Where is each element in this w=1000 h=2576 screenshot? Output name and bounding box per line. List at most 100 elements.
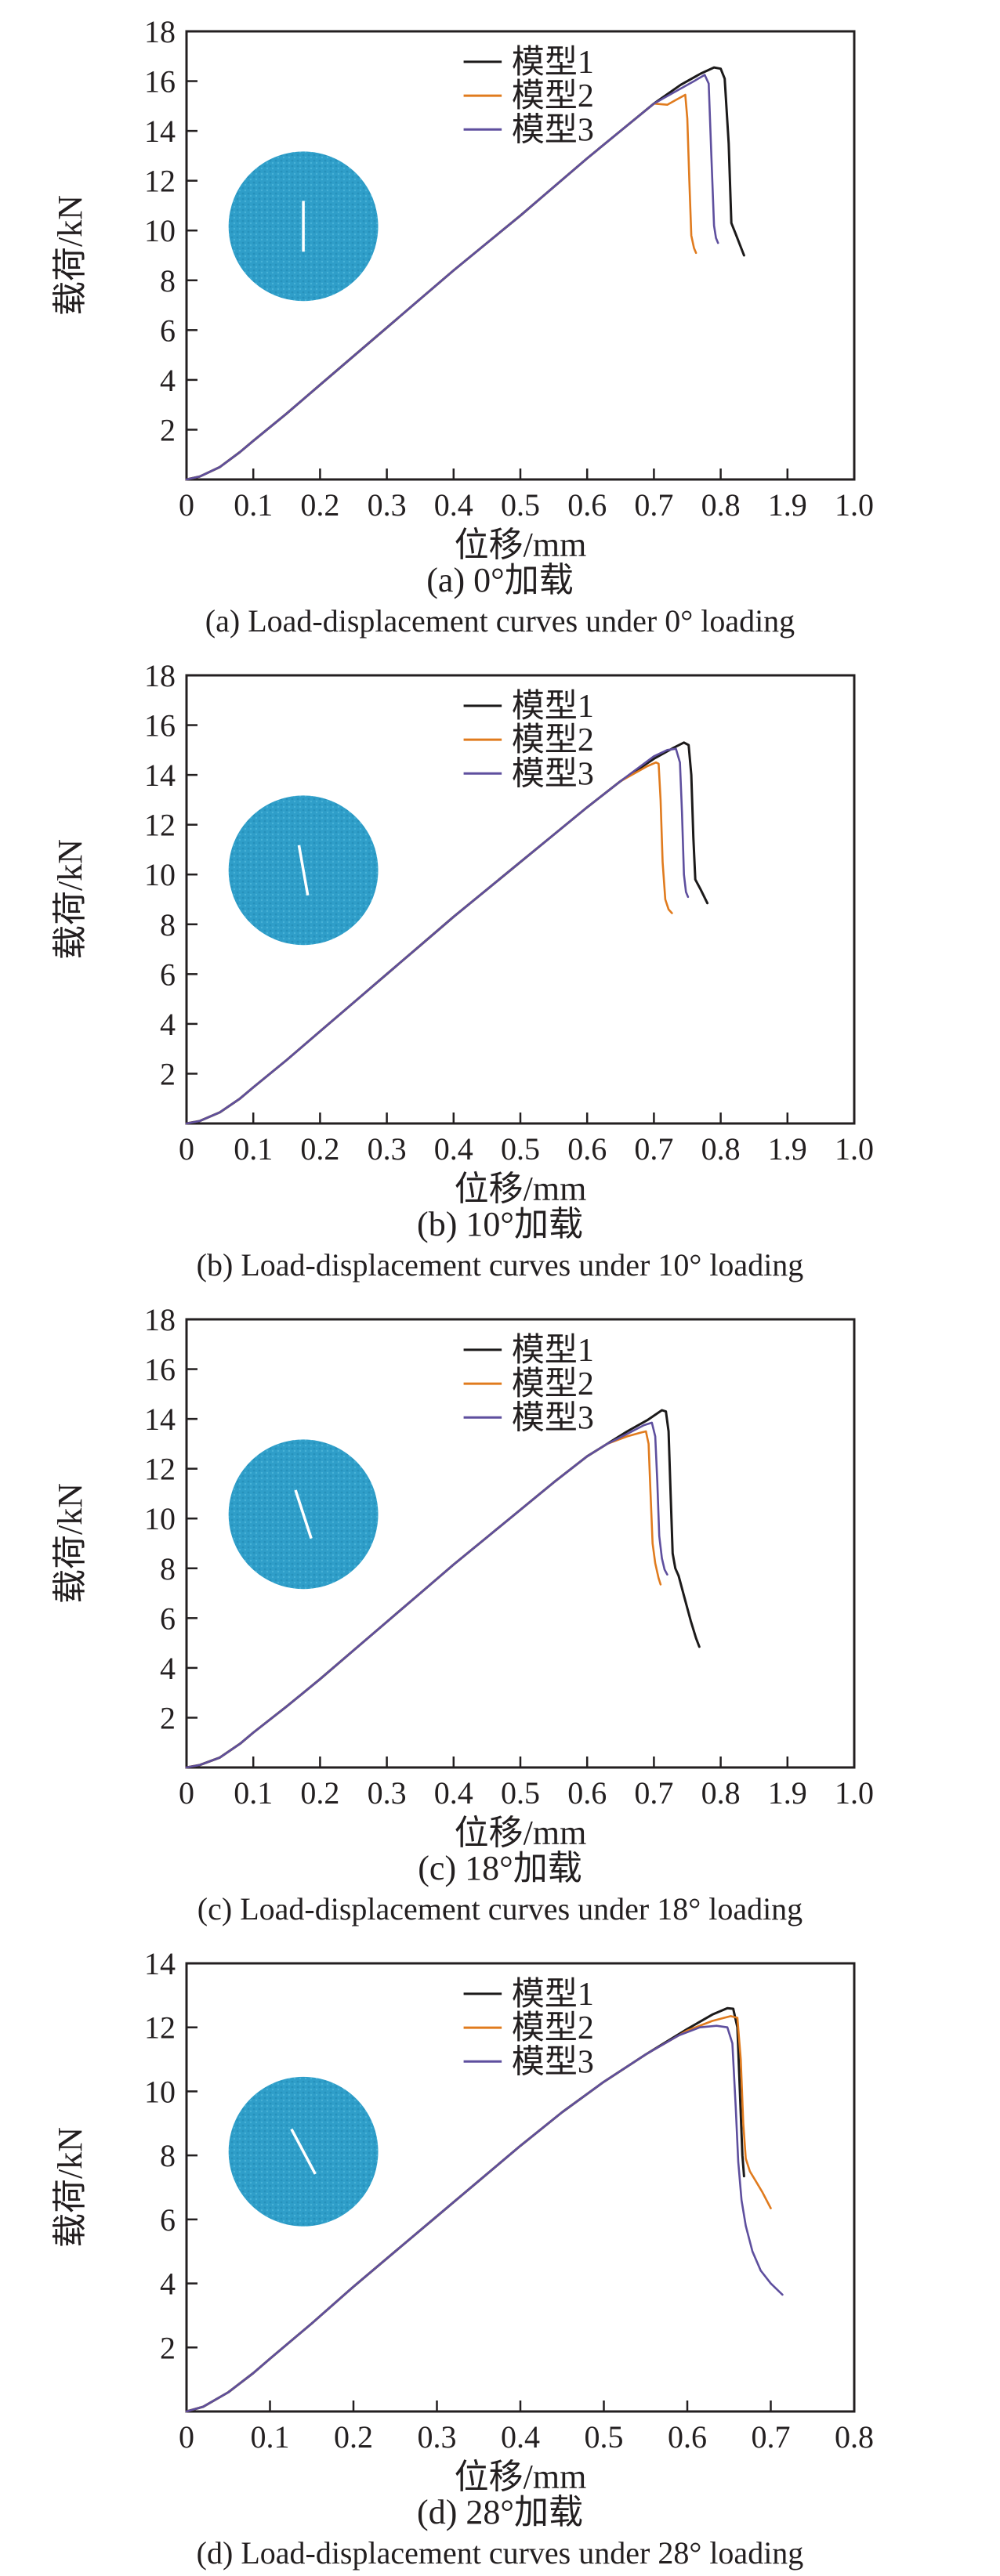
x-tick-label: 0.6 [567, 487, 607, 523]
y-tick-label: 6 [160, 1601, 176, 1636]
x-tick-label: 0.3 [368, 1131, 407, 1167]
y-tick-label: 18 [144, 658, 176, 693]
y-tick-label: 10 [144, 1501, 176, 1536]
x-tick-label: 0.3 [368, 487, 407, 523]
legend-label: 模型1 [512, 45, 594, 81]
x-tick-label: 0 [179, 487, 194, 523]
crack-line [294, 1489, 313, 1539]
y-tick-label: 8 [160, 2138, 176, 2173]
crack-line [290, 2128, 317, 2175]
y-tick-label: 2 [160, 1056, 176, 1091]
y-tick-label: 12 [144, 2010, 176, 2046]
y-tick-label: 10 [144, 2074, 176, 2109]
legend-label: 模型1 [512, 689, 594, 725]
y-tick-label: 4 [160, 363, 176, 398]
y-tick-label: 12 [144, 164, 176, 199]
x-axis-title: 位移/mm [455, 1814, 587, 1849]
y-tick-label: 8 [160, 1551, 176, 1586]
chart-b-caption-en: (b) Load-displacement curves under 10° l… [196, 1247, 804, 1283]
chart-b-plot: 0 0.1 0.2 0.3 0.4 0.5 0.6 0.7 0.8 1.9 1.0 2 4 6 8 10 12 1… [51, 658, 874, 1205]
x-tick-label: 0.7 [634, 487, 673, 523]
y-tick-label: 14 [144, 1946, 176, 1981]
x-tick-label: 1.9 [768, 487, 807, 523]
x-tick-label: 0.1 [251, 2419, 290, 2455]
y-tick-label: 16 [144, 708, 176, 743]
y-tick-label: 4 [160, 2267, 176, 2302]
x-axis-title: 位移/mm [455, 2458, 587, 2493]
crack-line [297, 845, 310, 896]
x-tick-label: 0.7 [634, 1775, 673, 1811]
x-tick-label: 0.7 [634, 1131, 673, 1167]
x-tick-label: 1.0 [835, 1775, 874, 1811]
x-tick-label: 0 [179, 1131, 194, 1167]
y-tick-label: 2 [160, 412, 176, 447]
legend-label: 模型3 [512, 112, 594, 148]
y-tick-label: 18 [144, 1302, 176, 1337]
chart-d-caption-en: (d) Load-displacement curves under 28° l… [196, 2535, 804, 2571]
x-tick-label: 0.5 [501, 487, 540, 523]
legend-label: 模型1 [512, 1333, 594, 1369]
x-tick-label: 0.1 [234, 1131, 273, 1167]
y-tick-label: 14 [144, 1402, 176, 1437]
x-tick-label: 0 [179, 2419, 194, 2455]
y-tick-label: 16 [144, 64, 176, 99]
x-tick-label: 0.4 [501, 2419, 540, 2455]
x-tick-label: 0.4 [434, 1131, 473, 1167]
chart-d-plot: 0 0.1 0.2 0.3 0.4 0.5 0.6 0.7 0.8 2 4 6 8 10 12 14 位移/mm… [51, 1946, 874, 2493]
chart-b-caption-zh: (b) 10°加载 [417, 1205, 583, 1243]
x-tick-label: 1.0 [835, 1131, 874, 1167]
x-tick-label: 0.2 [300, 1775, 339, 1811]
y-axis-title: 载荷/kN [51, 195, 89, 316]
y-tick-label: 12 [144, 808, 176, 843]
y-tick-label: 10 [144, 213, 176, 248]
x-tick-label: 0.4 [434, 1775, 473, 1811]
x-tick-label: 0.2 [300, 487, 339, 523]
x-tick-label: 0.8 [835, 2419, 874, 2455]
chart-block-c: 0 0.1 0.2 0.3 0.4 0.5 0.6 0.7 0.8 1.9 1.0 2 4 6 8 10 12 1… [0, 1288, 1000, 1932]
x-tick-label: 0.2 [300, 1131, 339, 1167]
y-tick-label: 6 [160, 2202, 176, 2238]
y-tick-label: 14 [144, 114, 176, 149]
y-tick-label: 4 [160, 1651, 176, 1686]
legend-label: 模型2 [512, 1366, 594, 1402]
y-tick-label: 10 [144, 857, 176, 892]
x-tick-label: 1.9 [768, 1131, 807, 1167]
x-axis-title: 位移/mm [455, 1170, 587, 1205]
x-tick-label: 0 [179, 1775, 194, 1811]
chart-a-caption-en: (a) Load-displacement curves under 0° lo… [205, 603, 795, 639]
x-tick-label: 0.8 [701, 1131, 741, 1167]
y-tick-label: 4 [160, 1007, 176, 1042]
chart-d-caption-zh: (d) 28°加载 [417, 2493, 583, 2531]
x-axis-title: 位移/mm [455, 526, 587, 561]
x-tick-label: 0.1 [234, 487, 273, 523]
y-tick-label: 18 [144, 14, 176, 49]
legend-label: 模型3 [512, 2044, 594, 2080]
legend-label: 模型2 [512, 78, 594, 114]
chart-c-plot: 0 0.1 0.2 0.3 0.4 0.5 0.6 0.7 0.8 1.9 1.0 2 4 6 8 10 12 1… [51, 1302, 874, 1849]
series-line-model3 [185, 2024, 784, 2413]
y-axis-title: 载荷/kN [51, 839, 89, 960]
x-tick-label: 0.5 [501, 1775, 540, 1811]
x-tick-label: 0.7 [752, 2419, 791, 2455]
chart-block-a: 0 0.1 0.2 0.3 0.4 0.5 0.6 0.7 0.8 1.9 1.0 2 4 6 8 10 12 1… [0, 0, 1000, 644]
series-line-model3 [185, 1421, 668, 1769]
x-tick-label: 0.6 [668, 2419, 707, 2455]
legend-label: 模型2 [512, 722, 594, 758]
legend-label: 模型2 [512, 2010, 594, 2046]
chart-c-caption-zh: (c) 18°加载 [418, 1849, 582, 1887]
x-tick-label: 0.6 [567, 1775, 607, 1811]
y-axis-title: 载荷/kN [51, 1483, 89, 1604]
x-tick-label: 0.1 [234, 1775, 273, 1811]
x-tick-label: 0.6 [567, 1131, 607, 1167]
x-tick-label: 1.9 [768, 1775, 807, 1811]
x-tick-label: 0.8 [701, 487, 741, 523]
y-axis-title: 载荷/kN [51, 2127, 89, 2248]
y-tick-label: 14 [144, 758, 176, 793]
legend-label: 模型3 [512, 756, 594, 792]
x-tick-label: 0.8 [701, 1775, 741, 1811]
x-tick-label: 0.5 [501, 1131, 540, 1167]
x-tick-label: 0.3 [418, 2419, 457, 2455]
chart-c-caption-en: (c) Load-displacement curves under 18° l… [197, 1891, 803, 1927]
chart-a-plot: 0 0.1 0.2 0.3 0.4 0.5 0.6 0.7 0.8 1.9 1.0 2 4 6 8 10 12 1… [51, 14, 874, 561]
